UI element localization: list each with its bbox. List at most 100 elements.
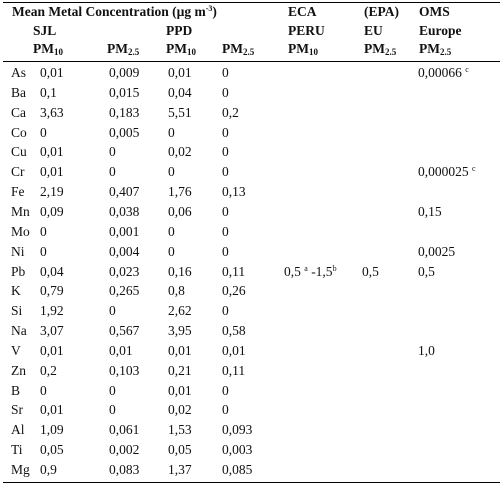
- value-cell: 0: [40, 243, 47, 259]
- element-cell: Mn: [11, 203, 30, 219]
- value-cell: 0,1: [40, 84, 57, 100]
- header-sjl: SJL: [33, 23, 57, 38]
- value-cell: 1,09: [40, 422, 64, 438]
- value-cell: 0: [168, 124, 175, 140]
- table-row: V 0,01 0,01 0,01 0,01 1,0: [0, 343, 503, 361]
- element-cell: Sr: [11, 402, 24, 418]
- element-cell: Ba: [11, 84, 26, 100]
- table-row: Si 1,92 0 2,62 0: [0, 303, 503, 321]
- table-row: Ca 3,63 0,183 5,51 0,2: [0, 105, 503, 123]
- value-cell: 0: [222, 303, 229, 319]
- table-row: Mn 0,09 0,038 0,06 0 0,15: [0, 204, 503, 222]
- value-cell: 0: [40, 223, 47, 239]
- value-cell: 0,01: [168, 65, 192, 80]
- table-row: As 0,01 0,009 0,01 0 0,00066 c: [0, 65, 503, 83]
- value-cell: 0: [109, 164, 116, 180]
- table-row: Na 3,07 0,567 3,95 0,58: [0, 323, 503, 341]
- table-row: Cu 0,01 0 0,02 0: [0, 144, 503, 162]
- value-cell: 0: [109, 402, 116, 418]
- table-row: Fe 2,19 0,407 1,76 0,13: [0, 184, 503, 202]
- header-eca: ECA: [288, 4, 317, 19]
- value-cell: 0,04: [40, 263, 64, 279]
- value-cell: 0,01: [168, 342, 192, 358]
- value-cell: 0,023: [109, 263, 140, 279]
- table-row: Mg 0,9 0,083 1,37 0,085: [0, 462, 503, 480]
- element-cell: Cr: [11, 164, 25, 180]
- value-cell: 0: [109, 303, 116, 319]
- value-cell: 0,005: [109, 124, 140, 140]
- value-cell: 0,11: [222, 263, 246, 279]
- header-ppd-pm10: PM10: [166, 41, 196, 57]
- header-oms-pm25: PM2.5: [419, 41, 452, 57]
- value-cell: 0: [222, 203, 229, 219]
- value-cell: 1,37: [168, 462, 192, 477]
- table-row: B 0 0 0,01 0: [0, 383, 503, 401]
- value-cell: 0: [222, 243, 229, 259]
- value-cell: 0,06: [168, 203, 192, 219]
- element-cell: V: [11, 342, 21, 358]
- table-row: Al 1,09 0,061 1,53 0,093: [0, 422, 503, 440]
- table-row: Sr 0,01 0 0,02 0: [0, 402, 503, 420]
- element-cell: Ti: [11, 442, 23, 458]
- value-cell: 0,407: [109, 184, 140, 200]
- value-cell: 0: [40, 124, 47, 140]
- header-epa: (EPA): [364, 4, 399, 19]
- value-cell: 0,05: [168, 442, 192, 458]
- header-peru: PERU: [288, 23, 325, 38]
- value-cell: 0,02: [168, 402, 192, 418]
- element-cell: Cu: [11, 144, 27, 160]
- value-cell: 0,9: [40, 462, 57, 477]
- header-ppd-pm25: PM2.5: [222, 41, 255, 57]
- oms-limit-cell: 1,0: [418, 342, 435, 358]
- table-row: Ba 0,1 0,015 0,04 0: [0, 85, 503, 103]
- table-row: Ti 0,05 0,002 0,05 0,003: [0, 442, 503, 460]
- value-cell: 0,58: [222, 323, 246, 339]
- value-cell: 0,79: [40, 283, 64, 299]
- value-cell: 0,567: [109, 323, 140, 339]
- value-cell: 0,02: [168, 144, 192, 160]
- value-cell: 0,26: [222, 283, 246, 299]
- header-oms: OMS: [419, 4, 450, 19]
- value-cell: 0,183: [109, 104, 140, 120]
- eu-limit-cell: 0,5: [362, 263, 379, 279]
- value-cell: 0,015: [109, 84, 140, 100]
- value-cell: 0: [40, 382, 47, 398]
- value-cell: 0,01: [40, 402, 64, 418]
- value-cell: 0,002: [109, 442, 140, 458]
- value-cell: 1,92: [40, 303, 64, 319]
- value-cell: 0: [168, 164, 175, 180]
- value-cell: 0,093: [222, 422, 253, 438]
- value-cell: 0,009: [109, 65, 140, 80]
- element-cell: Mo: [11, 223, 30, 239]
- value-cell: 3,63: [40, 104, 64, 120]
- value-cell: 0,004: [109, 243, 140, 259]
- value-cell: 0,01: [40, 342, 64, 358]
- header-eca-pm10: PM10: [288, 41, 318, 57]
- element-cell: Fe: [11, 184, 25, 200]
- header-title: Mean Metal Concentration (µg m-3): [12, 4, 217, 19]
- element-cell: Ni: [11, 243, 25, 259]
- header-europe: Europe: [419, 23, 462, 38]
- value-cell: 0: [222, 124, 229, 140]
- element-cell: Ca: [11, 104, 26, 120]
- element-cell: Na: [11, 323, 27, 339]
- element-cell: Zn: [11, 362, 26, 378]
- value-cell: 0,05: [40, 442, 64, 458]
- value-cell: 0,01: [109, 342, 133, 358]
- header-ppd: PPD: [166, 23, 193, 38]
- value-cell: 0: [222, 382, 229, 398]
- value-cell: 3,07: [40, 323, 64, 339]
- element-cell: Si: [11, 303, 23, 319]
- value-cell: 0,2: [40, 362, 57, 378]
- value-cell: 0: [168, 223, 175, 239]
- table-row: Co 0 0,005 0 0: [0, 125, 503, 143]
- value-cell: 3,95: [168, 323, 192, 339]
- value-cell: 0,01: [222, 342, 246, 358]
- bottom-rule: [3, 482, 500, 483]
- value-cell: 0: [109, 144, 116, 160]
- value-cell: 0,2: [222, 104, 239, 120]
- value-cell: 0: [222, 402, 229, 418]
- table-row: Ni 0 0,004 0 0 0,0025: [0, 244, 503, 262]
- value-cell: 0,085: [222, 462, 253, 477]
